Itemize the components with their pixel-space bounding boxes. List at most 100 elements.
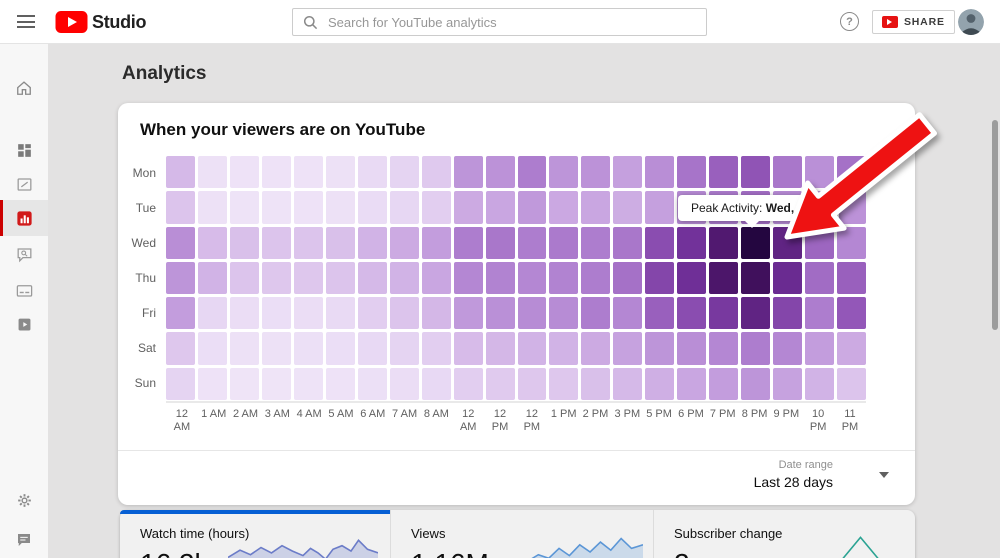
heatmap-cell[interactable] (805, 261, 835, 295)
heatmap-cell[interactable] (645, 332, 675, 365)
heatmap-cell[interactable] (485, 367, 515, 400)
heatmap-cell[interactable] (549, 332, 579, 365)
heatmap-cell[interactable] (773, 332, 803, 365)
heatmap-cell[interactable] (549, 226, 579, 259)
heatmap-cell[interactable] (229, 191, 259, 224)
heatmap-cell[interactable] (229, 226, 259, 259)
heatmap-cell[interactable] (357, 156, 387, 189)
heatmap-cell[interactable] (389, 297, 419, 330)
sidebar-item-subtitles[interactable] (0, 272, 48, 308)
heatmap-cell[interactable] (517, 367, 547, 400)
heatmap-cell[interactable] (166, 367, 195, 400)
heatmap-cell[interactable] (837, 191, 866, 224)
heatmap-cell[interactable] (581, 261, 611, 295)
heatmap-cell[interactable] (389, 156, 419, 189)
heatmap-cell[interactable] (709, 332, 739, 365)
heatmap-cell[interactable] (357, 226, 387, 259)
heatmap-cell[interactable] (805, 297, 835, 330)
heatmap-cell[interactable] (613, 367, 643, 400)
heatmap-cell[interactable] (549, 191, 579, 224)
heatmap-cell[interactable] (453, 191, 483, 224)
heatmap-cell[interactable] (229, 261, 259, 295)
heatmap-cell[interactable] (485, 156, 515, 189)
heatmap-cell[interactable] (453, 261, 483, 295)
heatmap-cell[interactable] (261, 367, 291, 400)
heatmap-cell[interactable] (581, 226, 611, 259)
menu-icon[interactable] (17, 15, 37, 29)
heatmap-cell[interactable] (805, 332, 835, 365)
heatmap-cell[interactable] (197, 367, 227, 400)
heatmap-cell[interactable] (613, 332, 643, 365)
heatmap-cell[interactable] (357, 367, 387, 400)
heatmap-cell[interactable] (325, 226, 355, 259)
heatmap-cell[interactable] (581, 297, 611, 330)
sidebar-item-analytics[interactable] (0, 200, 48, 236)
heatmap-cell[interactable] (485, 226, 515, 259)
heatmap-cell[interactable] (805, 156, 835, 189)
heatmap-cell[interactable] (293, 367, 323, 400)
heatmap-cell[interactable] (677, 332, 707, 365)
heatmap-cell[interactable] (677, 367, 707, 400)
heatmap-cell[interactable] (741, 261, 771, 295)
heatmap-cell[interactable] (293, 226, 323, 259)
heatmap-cell[interactable] (773, 297, 803, 330)
youtube-studio-logo[interactable]: Studio (55, 10, 146, 34)
heatmap-cell[interactable] (421, 297, 451, 330)
heatmap-cell[interactable] (389, 191, 419, 224)
heatmap-cell[interactable] (357, 191, 387, 224)
heatmap-cell[interactable] (229, 332, 259, 365)
heatmap-cell[interactable] (549, 261, 579, 295)
tab-views[interactable]: Views 1.16M (391, 510, 654, 558)
heatmap-cell[interactable] (645, 191, 675, 224)
heatmap-cell[interactable] (645, 226, 675, 259)
heatmap-cell[interactable] (485, 191, 515, 224)
heatmap-cell[interactable] (613, 191, 643, 224)
heatmap-cell[interactable] (166, 156, 195, 189)
heatmap-cell[interactable] (741, 367, 771, 400)
sidebar-item-content[interactable] (0, 132, 48, 168)
heatmap-cell[interactable] (197, 226, 227, 259)
heatmap-cell[interactable] (325, 367, 355, 400)
heatmap-cell[interactable] (325, 156, 355, 189)
heatmap-cell[interactable] (325, 297, 355, 330)
scrollbar-thumb[interactable] (992, 120, 998, 330)
heatmap-cell[interactable] (229, 297, 259, 330)
heatmap-cell[interactable] (517, 156, 547, 189)
heatmap-cell[interactable] (645, 297, 675, 330)
heatmap-cell[interactable] (293, 261, 323, 295)
heatmap-cell[interactable] (357, 332, 387, 365)
heatmap-cell[interactable] (325, 191, 355, 224)
heatmap-cell[interactable] (709, 156, 739, 189)
heatmap-cell[interactable] (613, 297, 643, 330)
heatmap-cell[interactable] (677, 156, 707, 189)
heatmap-cell[interactable] (293, 191, 323, 224)
heatmap-cell[interactable] (613, 261, 643, 295)
heatmap-cell[interactable] (741, 297, 771, 330)
heatmap-cell[interactable] (837, 226, 866, 259)
heatmap-cell[interactable] (229, 156, 259, 189)
heatmap-cell[interactable] (197, 156, 227, 189)
heatmap-cell[interactable] (613, 226, 643, 259)
heatmap-cell[interactable] (581, 156, 611, 189)
sidebar-item-dashboard[interactable] (0, 70, 48, 106)
heatmap-cell[interactable] (453, 297, 483, 330)
heatmap-cell[interactable] (389, 226, 419, 259)
heatmap-cell[interactable] (773, 226, 803, 259)
heatmap-cell[interactable] (293, 332, 323, 365)
heatmap-cell[interactable] (453, 367, 483, 400)
heatmap-cell[interactable] (197, 191, 227, 224)
chevron-down-icon[interactable] (879, 471, 889, 478)
heatmap-cell[interactable] (261, 297, 291, 330)
heatmap-cell[interactable] (741, 332, 771, 365)
heatmap-cell[interactable] (166, 191, 195, 224)
heatmap-cell[interactable] (485, 297, 515, 330)
heatmap-cell[interactable] (421, 261, 451, 295)
heatmap-cell[interactable] (293, 156, 323, 189)
heatmap-cell[interactable] (709, 297, 739, 330)
heatmap-cell[interactable] (581, 191, 611, 224)
sidebar-item-comments[interactable] (0, 236, 48, 272)
heatmap-cell[interactable] (166, 261, 195, 295)
heatmap-cell[interactable] (389, 261, 419, 295)
search-input[interactable] (328, 14, 696, 30)
heatmap-cell[interactable] (517, 332, 547, 365)
